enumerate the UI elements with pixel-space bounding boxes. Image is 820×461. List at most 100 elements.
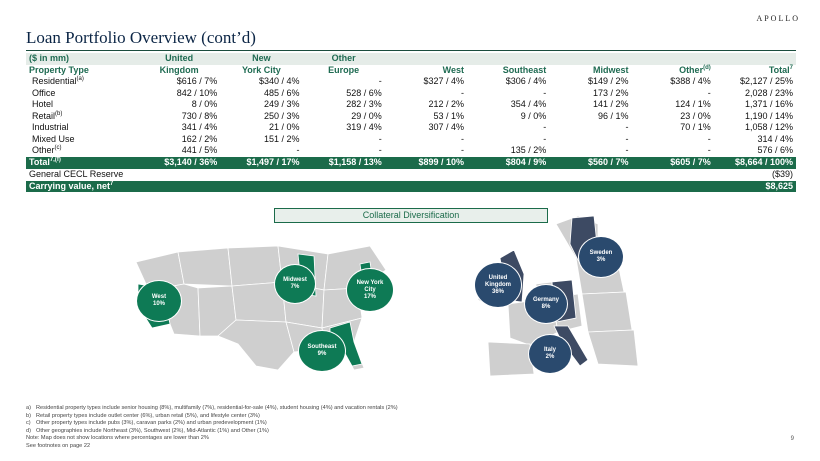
bubble-uk-name: United Kingdom — [485, 274, 511, 288]
row-label: Hotel — [26, 99, 138, 111]
table-cell: 576 / 6% — [757, 145, 793, 155]
table-cell: 1,058 / 12% — [744, 122, 793, 132]
units-label: ($ in mm) — [26, 53, 138, 65]
table-cell: - — [378, 76, 382, 86]
bubble-southeast-pct: 9% — [317, 351, 327, 357]
table-cell: 730 / 8% — [181, 110, 218, 121]
footnote-marker: (a) — [76, 76, 84, 82]
footnote-c-text: Other property types include pubs (3%), … — [36, 420, 267, 427]
carrying-value: $8,625 — [713, 180, 796, 192]
bubble-sweden-pct: 3% — [596, 257, 606, 263]
table-cell: 307 / 4% — [428, 122, 464, 132]
table-row: Other(c) 441 / 5% - - - 135 / 2% - - 576 / 6% — [26, 145, 796, 157]
bubble-uk: United Kingdom 36% — [474, 262, 522, 308]
cecl-label: General CECL Reserve — [26, 168, 714, 181]
column-header: Other(d) — [632, 65, 714, 77]
table-cell: 249 / 3% — [263, 99, 300, 109]
table-cell: 23 / 0% — [680, 110, 711, 121]
table-cell: 341 / 4% — [181, 122, 218, 132]
column-header-top: Other — [302, 53, 385, 65]
footnote-a-text: Residential property types include senio… — [36, 405, 398, 411]
row-label-text: Retail — [32, 110, 56, 121]
total-label-text: Total — [29, 156, 50, 167]
column-header-text: Midwest — [592, 64, 629, 75]
table-cell: 141 / 2% — [592, 99, 629, 109]
table-cell: 162 / 2% — [181, 133, 218, 144]
column-header: Europe — [303, 65, 385, 77]
total-label: Total7,(f) — [26, 156, 138, 169]
footnote-c-tag: c) — [26, 420, 31, 427]
carrying-value-label: Carrying value, net7 — [26, 180, 714, 192]
footnote-d: d) Other geographies include Northeast (3… — [26, 428, 398, 436]
bubble-west-pct: 10% — [152, 301, 165, 307]
column-header-text: Other — [679, 64, 704, 75]
table-cell: 842 / 10% — [176, 87, 218, 98]
column-header-text: Total — [768, 64, 790, 75]
bubble-germany: Germany 8% — [524, 284, 568, 324]
bubble-southeast-name: Southeast — [307, 344, 337, 350]
table-cell: - — [543, 133, 547, 144]
column-header: York City — [220, 65, 302, 77]
table-cell: 250 / 3% — [263, 110, 300, 121]
table-cell: 8 / 0% — [191, 99, 218, 109]
footnote-marker: 7 — [789, 64, 793, 71]
table-header-row-top: ($ in mm) United New Other — [26, 53, 796, 65]
table-cell: 2,028 / 23% — [744, 87, 793, 98]
total-cell: $1,158 / 13% — [302, 156, 385, 169]
bubble-west: West 10% — [136, 280, 182, 322]
footnote-marker: (b) — [55, 110, 63, 117]
table-cell: 354 / 4% — [510, 99, 547, 109]
column-header-top — [467, 53, 550, 65]
bubble-nyc-pct: 17% — [363, 293, 376, 300]
table-cell: - — [707, 145, 711, 155]
column-header-text: Europe — [328, 64, 360, 75]
total-cell: $3,140 / 36% — [138, 156, 221, 169]
table-cell: - — [625, 122, 629, 132]
table-cell: - — [707, 133, 711, 144]
footnote-marker: 7,(f) — [49, 156, 61, 163]
collateral-diversification-header: Collateral Diversification — [274, 208, 548, 223]
bubble-sweden: Sweden 3% — [578, 236, 624, 278]
table-row: Residential(a) $616 / 7% $340 / 4% - $327 / … — [26, 76, 796, 88]
column-header: Midwest — [549, 65, 631, 77]
table-cell: $340 / 4% — [258, 76, 300, 86]
footnote-a-tag: a) — [26, 405, 31, 411]
bubble-uk-pct: 36% — [491, 288, 504, 295]
map-note: Note: Map does not show locations where … — [26, 435, 209, 442]
us-texas-region — [217, 319, 295, 371]
us-mountain-region — [177, 247, 233, 287]
table-cell: 1,371 / 16% — [744, 99, 793, 109]
table-cell: 485 / 6% — [263, 87, 300, 98]
row-label-text: Other — [32, 145, 55, 155]
table-cell: 29 / 0% — [351, 110, 382, 121]
table-cell: 319 / 4% — [346, 122, 382, 132]
row-label: Retail(b) — [26, 111, 138, 123]
table-cell: $306 / 4% — [505, 76, 547, 86]
table-cell: - — [625, 133, 629, 144]
table-cell: 528 / 6% — [346, 87, 382, 98]
table-cell: $388 / 4% — [670, 76, 711, 86]
bubble-italy: Italy 2% — [528, 334, 572, 374]
table-cell: 70 / 1% — [680, 122, 711, 132]
column-header-top — [713, 53, 796, 65]
column-header-text: Southeast — [502, 64, 547, 75]
footnote-marker: 7 — [110, 180, 114, 187]
table-row: Mixed Use 162 / 2% 151 / 2% - - - - - 314 / 4% — [26, 134, 796, 146]
column-header: Property Type — [26, 65, 138, 77]
table-cell: $327 / 4% — [423, 76, 464, 86]
footnote-d-text: Other geographies include Northeast (3%)… — [36, 427, 269, 434]
company-logo: APOLLO — [756, 14, 800, 23]
table-cell: 21 / 0% — [268, 122, 300, 132]
table-cell: - — [461, 145, 464, 155]
total-cell: $899 / 10% — [384, 156, 467, 169]
row-label-text: Hotel — [32, 99, 54, 109]
footnote-b-text: Retail property types include outlet cen… — [36, 412, 260, 419]
page-title: Loan Portfolio Overview (cont’d) — [26, 28, 256, 47]
bubble-midwest-pct: 7% — [290, 284, 300, 290]
table-cell: - — [707, 87, 711, 98]
column-header-text: Kingdom — [159, 64, 199, 75]
table-cell: 9 / 0% — [520, 110, 547, 121]
loan-portfolio-table: ($ in mm) United New Other Property Type King… — [26, 53, 796, 192]
title-divider — [26, 50, 796, 51]
column-header-top — [549, 53, 632, 65]
